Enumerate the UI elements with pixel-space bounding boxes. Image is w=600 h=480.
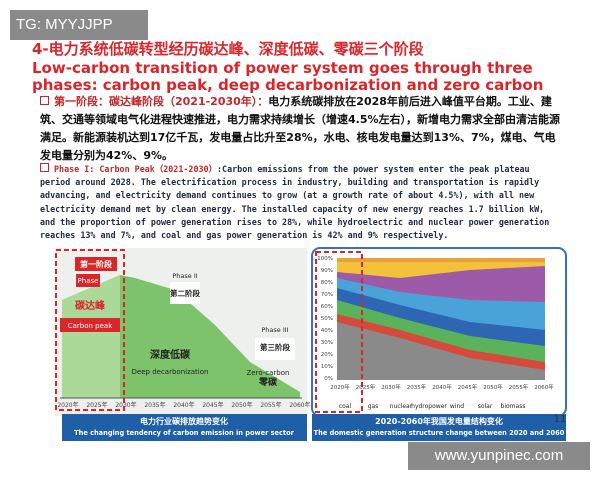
- y-tick-label: 100%: [317, 256, 333, 262]
- x-tick-label: 2055年: [260, 401, 281, 409]
- figure-label: 第二阶段: [170, 288, 200, 298]
- x-tick-label: 2060年: [534, 383, 554, 391]
- legend-entry: gas: [368, 403, 379, 410]
- x-tick-label: 2025年: [86, 401, 107, 409]
- x-tick-label: 2020年: [330, 383, 350, 391]
- figure-label: Phase II: [172, 272, 197, 280]
- figure-label: 第一阶段: [80, 259, 112, 269]
- figure-label: Phase: [78, 277, 99, 285]
- phase-area: [62, 275, 120, 398]
- y-tick-label: 90%: [321, 268, 333, 274]
- x-tick-label: 2020年: [57, 401, 78, 409]
- x-tick-label: 2050年: [483, 383, 503, 391]
- bullet: [40, 96, 49, 105]
- figure-label: 第三阶段: [260, 342, 290, 352]
- text: :Carbon emissions from the power system …: [40, 164, 550, 241]
- y-tick-label: 50%: [321, 316, 333, 322]
- legend-entry: biomass: [501, 403, 526, 410]
- label-bg: [60, 318, 120, 332]
- highlight-box: [315, 251, 363, 413]
- x-tick-label: 2060年: [289, 401, 310, 409]
- title-cn: 4-电力系统低碳转型经历碳达峰、深度低碳、零碳三个阶段: [32, 40, 424, 58]
- text: 电力系统碳排放在2028年前后进入峰值平台期。工业、建筑、交通等领域电气化进程快…: [40, 95, 561, 162]
- label: Phase I: Carbon Peak（2021-2030）: [54, 164, 217, 174]
- figure-label: Phase III: [261, 326, 288, 334]
- y-tick-label: 0%: [324, 376, 333, 382]
- caption-en: The changing tendency of carbon emission…: [74, 429, 294, 437]
- caption-bar: [312, 414, 566, 441]
- area: [337, 322, 545, 380]
- stacked-areas: [337, 258, 545, 380]
- label-bg: [170, 282, 200, 304]
- figure-label: 深度低碳: [150, 348, 191, 361]
- caption-cn: 电力行业碳排放趋势变化: [140, 416, 228, 426]
- label-bg: [255, 338, 295, 360]
- emission-area: [62, 275, 300, 398]
- y-tick-label: 60%: [321, 304, 333, 310]
- watermark: TG: MYYJJPP: [10, 10, 148, 40]
- legend-entry: solar: [478, 403, 493, 410]
- label-bg: [75, 257, 117, 271]
- x-tick-label: 2045年: [458, 383, 478, 391]
- y-tick-label: 40%: [321, 328, 333, 334]
- label-bg: [76, 274, 100, 287]
- y-tick-label: 10%: [321, 364, 333, 370]
- legend-entry: coal: [339, 403, 352, 410]
- figure-label: Carbon peak: [68, 322, 113, 330]
- label: 第一阶段：碳达峰阶段（2021-2030年）：: [54, 95, 269, 108]
- x-tick-label: 2035年: [407, 383, 427, 391]
- x-tick-label: 2055年: [509, 383, 529, 391]
- x-tick-label: 2050年: [231, 401, 252, 409]
- paragraph-en: Phase I: Carbon Peak（2021-2030）:Carbon e…: [40, 163, 560, 242]
- x-tick-label: 2030年: [381, 383, 401, 391]
- figure-label: Zero-carbon: [247, 369, 290, 377]
- paragraph-cn: 第一阶段：碳达峰阶段（2021-2030年）：电力系统碳排放在2028年前后进入…: [40, 93, 560, 165]
- x-tick-label: 2040年: [173, 401, 194, 409]
- legend-entry: wind: [450, 403, 464, 410]
- figure-label: Deep decarbonization: [132, 368, 209, 376]
- y-tick-label: 70%: [321, 292, 333, 298]
- bullet: [40, 163, 49, 172]
- highlight-box: [55, 249, 125, 411]
- x-tick-label: 2040年: [432, 383, 452, 391]
- legend-entry: nuclear: [390, 403, 413, 410]
- caption-bar: [62, 414, 307, 441]
- y-tick-label: 30%: [321, 340, 333, 346]
- x-tick-label: 2030年: [115, 401, 136, 409]
- y-tick-label: 80%: [321, 280, 333, 286]
- title-en: Low-carbon transition of power system go…: [32, 59, 544, 94]
- legend-entry: hydropower: [411, 403, 447, 410]
- caption-cn: 2020-2060年我国发电量结构变化: [375, 416, 503, 426]
- watermark: www.yunpinec.com: [408, 442, 590, 470]
- x-tick-label: 2045年: [202, 401, 223, 409]
- figure-label: 碳达峰: [75, 299, 106, 312]
- y-tick-label: 20%: [321, 352, 333, 358]
- figure-label: 零碳: [258, 376, 278, 388]
- x-tick-label: 2025年: [356, 383, 376, 391]
- caption-en: The domestic generation structure change…: [314, 429, 565, 437]
- x-tick-label: 2035年: [144, 401, 165, 409]
- page-number: 11: [554, 414, 567, 425]
